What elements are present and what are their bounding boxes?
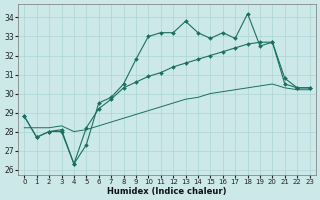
X-axis label: Humidex (Indice chaleur): Humidex (Indice chaleur) bbox=[107, 187, 227, 196]
